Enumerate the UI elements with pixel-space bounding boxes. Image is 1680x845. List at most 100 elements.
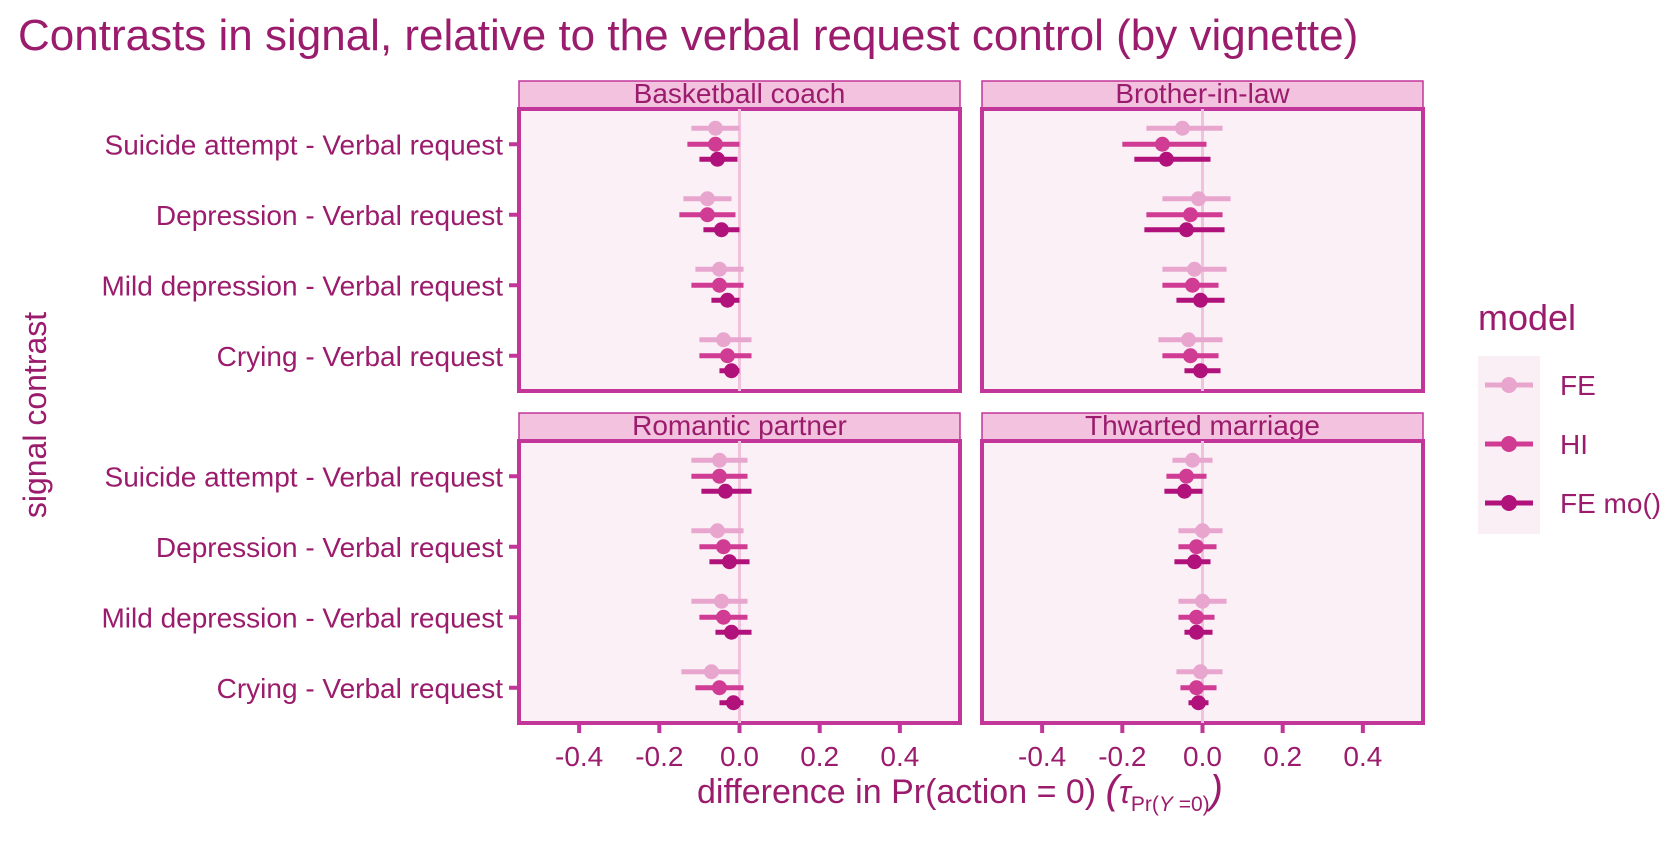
- legend-key-point: [1501, 495, 1517, 511]
- facet-strip: [518, 412, 961, 441]
- point-estimate: [711, 277, 727, 293]
- legend-key-point: [1501, 377, 1517, 393]
- facet-strip-label: Thwarted marriage: [1085, 410, 1320, 441]
- point-estimate: [1190, 695, 1206, 711]
- point-estimate: [1188, 624, 1204, 640]
- x-axis-title: difference in Pr(action = 0) (τPr(Y =0)): [697, 768, 1223, 816]
- legend-entry-label: FE mo(): [1560, 488, 1661, 519]
- facet-panels: Basketball coach Suicide attempt - Verbal…: [101, 78, 1425, 772]
- point-estimate: [1184, 452, 1200, 468]
- facet-strip: [518, 80, 961, 109]
- point-estimate: [1182, 348, 1198, 364]
- point-estimate: [1195, 523, 1210, 539]
- y-axis-title: signal contrast: [17, 312, 53, 518]
- x-axis-subscript-eq: =0): [1173, 793, 1210, 816]
- point-estimate: [1182, 207, 1198, 223]
- y-tick-label: Crying - Verbal request: [217, 341, 504, 372]
- point-estimate: [723, 363, 739, 379]
- point-estimate: [717, 483, 733, 499]
- x-tick-label: -0.2: [635, 741, 683, 772]
- point-estimate: [719, 292, 735, 308]
- facet-panel: Basketball coach Suicide attempt - Verbal…: [101, 78, 962, 393]
- y-tick-label: Crying - Verbal request: [217, 673, 504, 704]
- point-estimate: [711, 468, 727, 484]
- point-estimate: [1192, 664, 1208, 680]
- point-estimate: [1178, 222, 1194, 238]
- point-estimate: [1195, 593, 1210, 609]
- facet-strip-label: Basketball coach: [634, 78, 846, 109]
- point-estimate: [1158, 151, 1174, 167]
- point-estimate: [1174, 120, 1190, 136]
- point-estimate: [723, 624, 739, 640]
- x-tick-label: 0.4: [1343, 741, 1382, 772]
- point-estimate: [1186, 554, 1202, 570]
- point-estimate: [1178, 468, 1194, 484]
- facet-strip-label: Brother-in-law: [1115, 78, 1290, 109]
- point-estimate: [713, 222, 729, 238]
- point-estimate: [1184, 277, 1200, 293]
- point-estimate: [725, 695, 741, 711]
- point-estimate: [711, 680, 727, 696]
- point-estimate: [711, 261, 727, 277]
- point-estimate: [699, 207, 715, 223]
- facet-strip: [981, 80, 1424, 109]
- point-estimate: [1192, 363, 1208, 379]
- legend-entry-label: HI: [1560, 429, 1588, 460]
- legend-entry: HI: [1485, 429, 1588, 460]
- y-tick-label: Suicide attempt - Verbal request: [105, 129, 504, 160]
- legend-key-point: [1501, 436, 1517, 452]
- point-estimate: [1188, 680, 1204, 696]
- point-estimate: [715, 539, 731, 555]
- facet-strip: [981, 412, 1424, 441]
- legend-title: model: [1478, 297, 1576, 338]
- x-axis-paren-close: ): [1206, 768, 1223, 812]
- point-estimate: [1192, 292, 1208, 308]
- x-axis-label-text: difference in Pr(action = 0) (τPr(Y =0)): [697, 768, 1223, 816]
- x-tick-label: 0.2: [800, 741, 839, 772]
- point-estimate: [703, 664, 719, 680]
- point-estimate: [709, 151, 725, 167]
- x-tick-label: -0.4: [555, 741, 603, 772]
- point-estimate: [719, 348, 735, 364]
- x-tick-label: -0.2: [1098, 741, 1146, 772]
- legend-entry: FE mo(): [1485, 488, 1661, 519]
- y-tick-label: Depression - Verbal request: [156, 200, 503, 231]
- x-tick-label: 0.0: [720, 741, 759, 772]
- x-tick-label: 0.0: [1183, 741, 1222, 772]
- x-tick-label: -0.4: [1018, 741, 1066, 772]
- facet-strip-label: Romantic partner: [632, 410, 847, 441]
- point-estimate: [707, 136, 723, 152]
- point-estimate: [715, 609, 731, 625]
- x-axis-label: difference in Pr(action = 0): [697, 773, 1106, 811]
- point-estimate: [1190, 191, 1206, 207]
- facet-panel: Thwarted marriage -0.4 -0.2 0.0 0.2 0.4: [980, 410, 1425, 772]
- point-estimate: [1154, 136, 1170, 152]
- point-estimate: [1188, 609, 1204, 625]
- point-estimate: [713, 593, 729, 609]
- point-estimate: [711, 452, 727, 468]
- facet-panel: Brother-in-law: [980, 78, 1425, 393]
- facet-panel: Romantic partner Suicide attempt - Verbal…: [101, 410, 962, 772]
- x-axis-tau: τ: [1119, 774, 1133, 810]
- legend-entry-label: FE: [1560, 370, 1596, 401]
- x-tick-label: 0.2: [1263, 741, 1302, 772]
- point-estimate: [707, 120, 723, 136]
- y-tick-label: Mild depression - Verbal request: [101, 270, 503, 301]
- point-estimate: [721, 554, 737, 570]
- point-estimate: [1176, 483, 1192, 499]
- point-estimate: [709, 523, 725, 539]
- point-estimate: [1180, 332, 1196, 348]
- y-tick-label: Mild depression - Verbal request: [101, 602, 503, 633]
- chart-title: Contrasts in signal, relative to the ver…: [18, 11, 1358, 60]
- point-estimate: [699, 191, 715, 207]
- x-axis-subscript-y: Y: [1159, 793, 1175, 816]
- point-estimate: [1186, 261, 1202, 277]
- legend-entry: FE: [1485, 370, 1596, 401]
- point-estimate: [1188, 539, 1204, 555]
- x-tick-label: 0.4: [880, 741, 919, 772]
- point-estimate: [715, 332, 731, 348]
- x-axis-subscript: Pr(: [1131, 793, 1159, 816]
- x-axis-paren: (: [1106, 768, 1123, 812]
- y-tick-label: Suicide attempt - Verbal request: [105, 461, 504, 492]
